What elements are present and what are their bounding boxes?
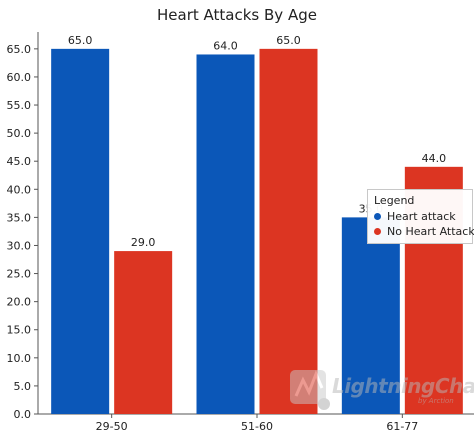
watermark-subtext: by Arction: [418, 397, 454, 405]
watermark-text: LightningChart: [332, 374, 474, 398]
lightningchart-logo-icon: [290, 370, 330, 410]
x-tick-label: 61-77: [386, 420, 418, 433]
y-tick-label: 0.0: [14, 408, 32, 421]
y-tick-label: 30.0: [7, 239, 32, 252]
data-label: 29.0: [131, 236, 156, 249]
y-tick-label: 45.0: [7, 155, 32, 168]
bar-no-heart-attack-51-60[interactable]: [259, 48, 318, 415]
bar-heart-attack-29-50[interactable]: [51, 48, 110, 415]
legend-label: Heart attack: [387, 210, 456, 223]
legend: Legend Heart attack No Heart Attack: [367, 189, 474, 244]
bar-heart-attack-51-60[interactable]: [196, 54, 255, 415]
y-axis: 0.0 5.0 10.0 15.0 20.0 25.0 30.0 35.0 40.0 45.0 50…: [7, 32, 39, 421]
x-tick-label: 29-50: [96, 420, 128, 433]
bar-heart-attack-61-77[interactable]: [341, 217, 400, 414]
data-label: 64.0: [213, 39, 238, 52]
y-tick-label: 40.0: [7, 183, 32, 196]
bar-no-heart-attack-29-50[interactable]: [114, 251, 173, 414]
y-tick-label: 25.0: [7, 268, 32, 281]
legend-item-no-heart-attack[interactable]: No Heart Attack: [374, 225, 474, 238]
legend-label: No Heart Attack: [387, 225, 474, 238]
x-axis: 29-50 51-60 61-77: [38, 413, 474, 433]
lightningchart-watermark: LightningChart by Arction: [288, 366, 474, 412]
y-tick-label: 50.0: [7, 127, 32, 140]
x-tick-label: 51-60: [241, 420, 273, 433]
chart-title: Heart Attacks By Age: [157, 6, 317, 24]
y-tick-label: 55.0: [7, 99, 32, 112]
y-tick-label: 5.0: [14, 380, 32, 393]
data-label: 65.0: [68, 34, 93, 47]
y-tick-label: 20.0: [7, 296, 32, 309]
legend-marker-icon: [374, 228, 381, 235]
y-tick-label: 15.0: [7, 324, 32, 337]
data-label: 44.0: [422, 152, 447, 165]
legend-marker-icon: [374, 213, 381, 220]
y-tick-label: 60.0: [7, 71, 32, 84]
legend-title: Legend: [374, 194, 415, 207]
y-tick-label: 10.0: [7, 352, 32, 365]
legend-item-heart-attack[interactable]: Heart attack: [374, 210, 466, 223]
y-tick-label: 35.0: [7, 211, 32, 224]
y-tick-label: 65.0: [7, 43, 32, 56]
data-label: 65.0: [276, 34, 301, 47]
